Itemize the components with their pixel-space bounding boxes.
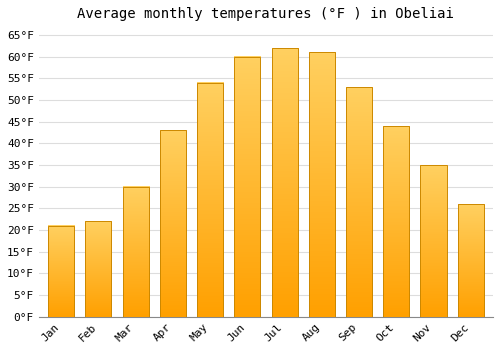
Bar [86, 222, 112, 317]
Bar [420, 165, 446, 317]
Bar [458, 204, 483, 317]
Bar [197, 83, 223, 317]
Bar [383, 126, 409, 317]
Bar [160, 130, 186, 317]
Bar [122, 187, 148, 317]
Bar [346, 87, 372, 317]
Bar [272, 48, 297, 317]
Bar [308, 52, 335, 317]
Bar [234, 57, 260, 317]
Bar [48, 226, 74, 317]
Title: Average monthly temperatures (°F ) in Obeliai: Average monthly temperatures (°F ) in Ob… [78, 7, 454, 21]
